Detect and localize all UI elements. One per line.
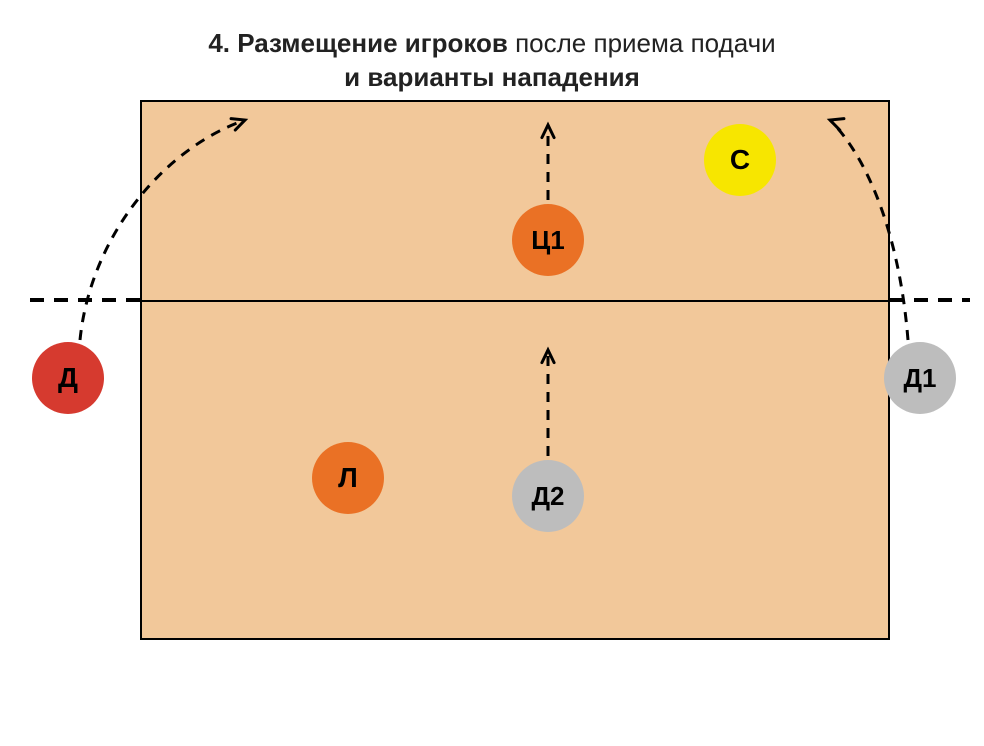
player-D: Д — [32, 342, 104, 414]
player-Ts1: Ц1 — [512, 204, 584, 276]
diagram-title-line1: 4. Размещение игроков после приема подач… — [0, 28, 984, 59]
diagram-stage: 4. Размещение игроков после приема подач… — [0, 0, 984, 746]
player-L: Л — [312, 442, 384, 514]
player-D2: Д2 — [512, 460, 584, 532]
player-C: С — [704, 124, 776, 196]
diagram-title-line2: и варианты нападения — [0, 62, 984, 93]
court-midline — [140, 300, 890, 302]
title-line1-bold: 4. Размещение игроков — [208, 28, 508, 58]
player-D1: Д1 — [884, 342, 956, 414]
court-field — [140, 100, 890, 640]
title-line1-normal: после приема подачи — [508, 28, 776, 58]
title-line2-bold: и варианты нападения — [344, 62, 640, 92]
